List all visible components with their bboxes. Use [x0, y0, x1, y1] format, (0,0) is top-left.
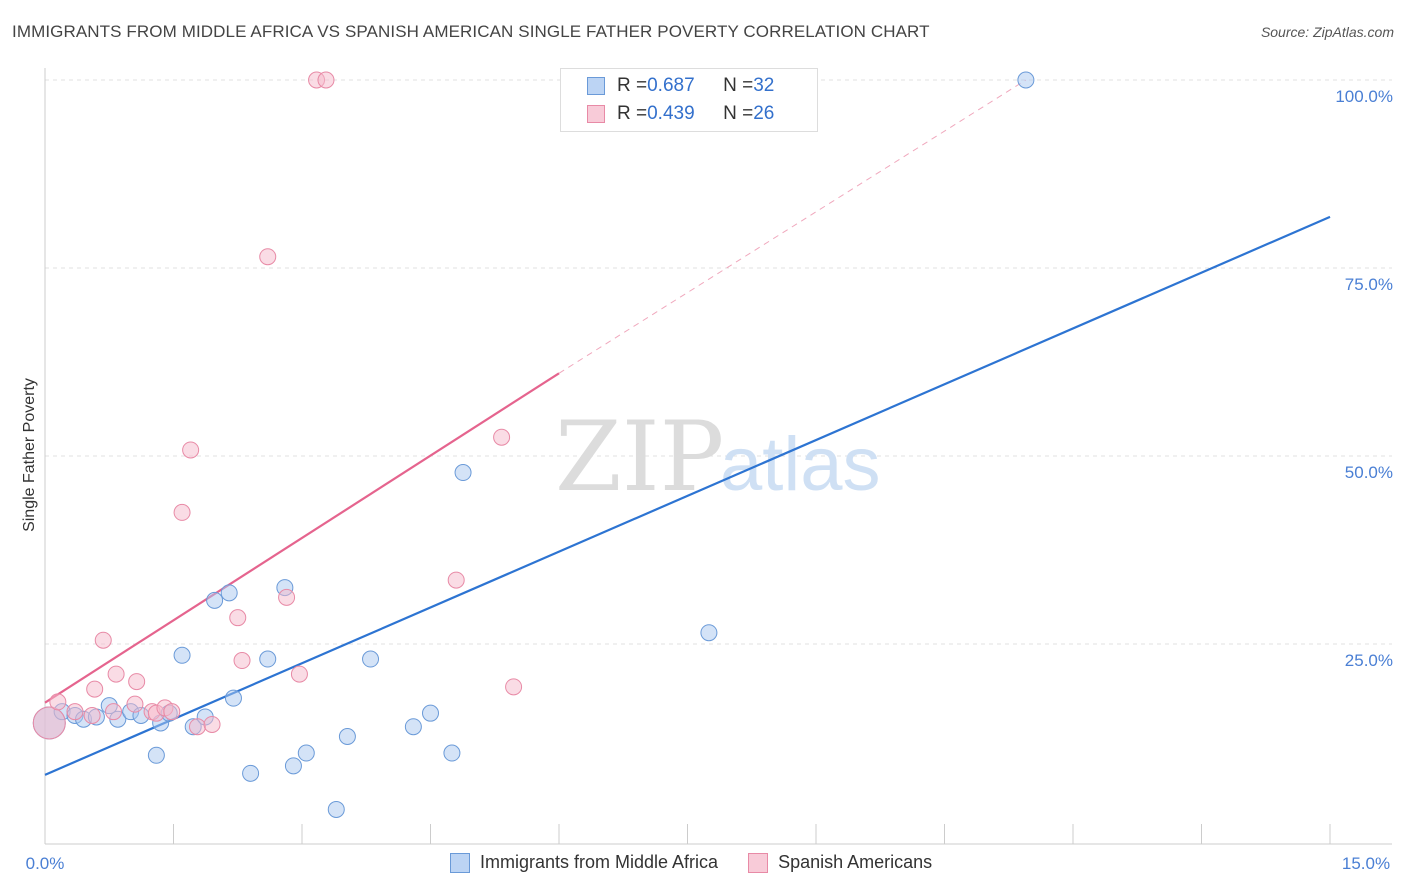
data-point-middle-africa	[147, 746, 165, 764]
data-point-middle-africa	[327, 800, 345, 818]
correlation-legend: R = 0.687 N = 32 R = 0.439 N = 26	[560, 68, 818, 132]
watermark-atlas: atlas	[720, 422, 881, 507]
data-point-spanish-americans	[128, 673, 146, 691]
data-point-spanish-americans	[107, 665, 125, 683]
data-point-middle-africa	[362, 650, 380, 668]
legend-n-value: 32	[753, 75, 775, 96]
data-point-middle-africa	[297, 744, 315, 762]
x-tick-label-max: 15.0%	[1342, 854, 1390, 873]
trend-line-spanish-americans	[44, 372, 560, 704]
data-point-spanish-americans	[66, 703, 84, 721]
data-points	[32, 71, 1035, 818]
data-point-spanish-americans	[173, 503, 191, 521]
data-point-spanish-americans	[229, 609, 247, 627]
y-tick-label: 100.0%	[1335, 87, 1393, 106]
legend-swatch-blue	[587, 77, 605, 95]
data-point-spanish-americans	[505, 678, 523, 696]
legend-row-blue: R = 0.687 N = 32	[587, 75, 774, 97]
data-point-middle-africa	[700, 624, 718, 642]
data-point-spanish-americans	[83, 706, 101, 724]
data-point-middle-africa	[220, 584, 238, 602]
data-point-spanish-americans	[447, 571, 465, 589]
axes	[44, 68, 1392, 845]
legend-r-label: R =	[617, 75, 648, 96]
grid-lines	[45, 79, 1392, 645]
legend-label-spanish-americans: Spanish Americans	[778, 852, 933, 872]
trend-lines	[44, 79, 1331, 776]
data-point-middle-africa	[443, 744, 461, 762]
data-point-spanish-americans	[188, 718, 206, 736]
data-point-spanish-americans	[126, 695, 144, 713]
y-axis-label: Single Father Poverty	[21, 378, 38, 532]
legend-n-label: N =	[723, 75, 754, 96]
y-tick-label: 25.0%	[1345, 651, 1393, 670]
watermark: ZIP atlas	[555, 401, 881, 513]
data-point-middle-africa	[242, 764, 260, 782]
data-point-middle-africa	[1017, 71, 1035, 89]
legend-r-value: 0.687	[647, 75, 695, 96]
data-point-spanish-americans	[163, 703, 181, 721]
data-point-middle-africa	[404, 718, 422, 736]
source-credit: Source: ZipAtlas.com	[1260, 24, 1394, 40]
legend-r-label: R =	[617, 103, 648, 124]
series-legend: Immigrants from Middle Africa Spanish Am…	[450, 852, 962, 873]
data-point-middle-africa	[284, 757, 302, 775]
legend-label-middle-africa: Immigrants from Middle Africa	[480, 852, 719, 872]
legend-swatch-pink	[748, 852, 769, 873]
data-point-spanish-americans	[278, 588, 296, 606]
x-tick-label-min: 0.0%	[26, 854, 65, 873]
chart-title: IMMIGRANTS FROM MIDDLE AFRICA VS SPANISH…	[12, 22, 930, 41]
data-point-middle-africa	[173, 646, 191, 664]
legend-item-middle-africa: Immigrants from Middle Africa	[450, 852, 718, 873]
data-point-middle-africa	[338, 727, 356, 745]
data-point-spanish-americans	[105, 703, 123, 721]
trend-line-middle-africa	[44, 215, 1331, 776]
data-point-spanish-americans	[182, 441, 200, 459]
data-point-middle-africa	[422, 704, 439, 722]
legend-row-pink: R = 0.439 N = 26	[587, 103, 774, 125]
data-point-spanish-americans	[32, 706, 66, 740]
legend-swatch-blue	[450, 852, 470, 873]
legend-swatch-pink	[587, 105, 605, 123]
data-point-spanish-americans	[317, 71, 335, 89]
data-point-spanish-americans	[86, 680, 104, 698]
data-point-middle-africa	[206, 591, 224, 609]
legend-n-value: 26	[753, 103, 775, 124]
data-point-spanish-americans	[203, 715, 221, 733]
legend-r-value: 0.439	[647, 103, 695, 124]
tick-labels: 25.0% 50.0% 75.0% 100.0% 0.0% 15.0%	[26, 87, 1393, 873]
data-point-middle-africa	[224, 689, 242, 707]
data-point-spanish-americans	[290, 665, 308, 683]
data-point-spanish-americans	[94, 631, 112, 649]
data-point-spanish-americans	[233, 652, 251, 670]
y-tick-label: 50.0%	[1345, 463, 1393, 482]
watermark-zip: ZIP	[555, 401, 724, 513]
legend-item-spanish-americans: Spanish Americans	[748, 852, 932, 873]
legend-n-label: N =	[723, 103, 754, 124]
y-tick-label: 75.0%	[1345, 275, 1393, 294]
trend-extension-spanish-americans	[558, 79, 1027, 374]
data-point-spanish-americans	[259, 248, 277, 266]
data-point-middle-africa	[259, 650, 277, 668]
data-point-spanish-americans	[49, 693, 67, 711]
data-point-spanish-americans	[493, 428, 511, 446]
data-point-middle-africa	[454, 464, 472, 482]
